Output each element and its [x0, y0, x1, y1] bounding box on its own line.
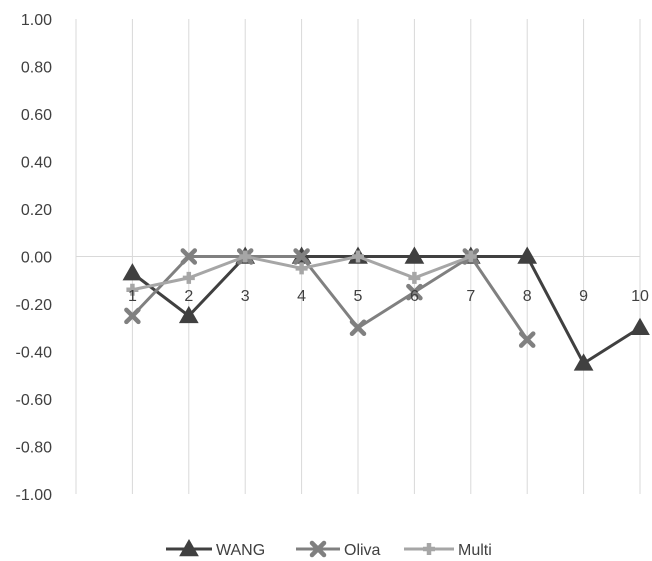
x-tick-label: 7	[466, 288, 475, 305]
y-tick-label: 0.40	[21, 155, 52, 172]
y-tick-label: -1.00	[16, 487, 53, 504]
x-tick-label: 10	[631, 288, 649, 305]
x-axis-ticks: 1 2 3 4 5 6 7 8 9 10	[128, 288, 649, 305]
data-point-wang	[404, 246, 425, 264]
data-point-wang	[178, 305, 199, 324]
data-point-oliva	[293, 248, 310, 265]
y-tick-label: -0.40	[16, 345, 53, 362]
data-point-multi	[352, 250, 364, 263]
y-tick-label: -0.20	[16, 297, 53, 314]
legend-label: Oliva	[344, 542, 381, 559]
data-point-oliva	[349, 319, 367, 336]
data-point-oliva	[124, 307, 141, 325]
legend-marker	[309, 540, 327, 558]
series-layer	[122, 246, 650, 371]
data-point-multi	[239, 250, 252, 263]
data-point-multi	[408, 271, 421, 284]
x-tick-label: 1	[128, 288, 137, 305]
series-oliva	[124, 248, 536, 348]
y-tick-label: 0.80	[21, 60, 52, 77]
x-tick-label: 8	[523, 288, 532, 305]
legend-marker	[179, 538, 199, 557]
y-tick-label: 0.20	[21, 202, 52, 219]
x-tick-label: 4	[297, 288, 306, 305]
series-multi	[126, 250, 477, 296]
data-point-wang	[573, 353, 594, 371]
legend: WANG Oliva Multi	[166, 538, 492, 559]
x-tick-label: 2	[184, 288, 193, 305]
data-point-multi	[182, 271, 195, 284]
legend-label: Multi	[458, 542, 492, 559]
data-point-oliva	[406, 283, 423, 301]
y-tick-label: 1.00	[21, 12, 52, 29]
y-tick-label: 0.00	[21, 250, 52, 267]
y-tick-label: -0.80	[16, 440, 53, 457]
legend-item-multi: Multi	[404, 542, 492, 559]
x-tick-label: 5	[354, 288, 363, 305]
data-point-oliva	[518, 331, 536, 348]
legend-item-oliva: Oliva	[296, 540, 381, 559]
legend-label: WANG	[216, 542, 265, 559]
data-point-wang	[122, 263, 143, 281]
data-point-multi	[295, 262, 308, 275]
series-line-oliva	[131, 254, 529, 341]
data-point-multi	[126, 283, 139, 296]
x-tick-label: 9	[579, 288, 588, 305]
legend-item-wang: WANG	[166, 538, 265, 559]
series-line-wang	[131, 255, 641, 366]
x-tick-label: 3	[241, 288, 250, 305]
data-point-oliva	[180, 248, 198, 265]
data-point-wang	[517, 246, 538, 264]
y-tick-label: 0.60	[21, 107, 52, 124]
legend-marker	[423, 543, 435, 555]
data-point-wang	[630, 317, 650, 335]
y-axis-ticks: 1.00 0.80 0.60 0.40 0.20 0.00 -0.20 -0.40 -0.60 -…	[16, 12, 53, 504]
data-point-multi	[464, 250, 477, 263]
x-tick-label: 6	[410, 288, 419, 305]
y-tick-label: -0.60	[16, 392, 53, 409]
